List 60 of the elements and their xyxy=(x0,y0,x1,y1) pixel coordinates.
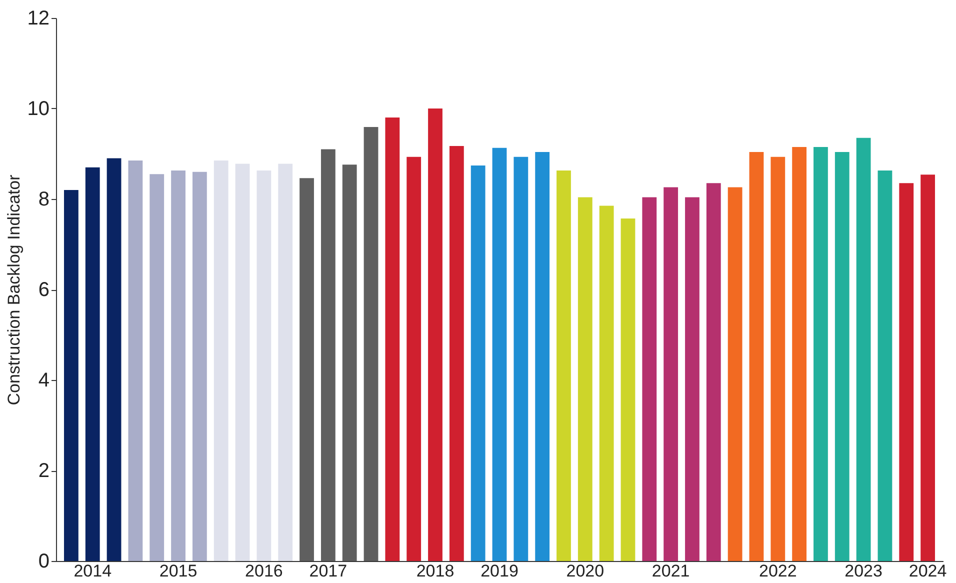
x-tick-label: 2017 xyxy=(309,562,348,580)
x-tick-label: 2014 xyxy=(74,562,112,580)
y-tick-label: 4 xyxy=(38,370,50,392)
bar xyxy=(235,164,250,561)
bar xyxy=(192,172,207,561)
x-tick-label: 2020 xyxy=(566,562,604,580)
bar xyxy=(150,174,164,561)
x-tick-label: 2022 xyxy=(758,562,797,580)
bar xyxy=(320,149,336,561)
y-tick-label: 2 xyxy=(38,460,50,482)
x-tick-label: 2021 xyxy=(652,562,690,580)
x-tick-label: 2023 xyxy=(844,562,882,580)
bar xyxy=(128,160,143,561)
bar xyxy=(278,164,293,561)
bar xyxy=(85,167,100,561)
x-tick-label: 2018 xyxy=(416,562,454,580)
bar xyxy=(834,152,850,561)
bar xyxy=(792,146,807,561)
bar xyxy=(342,164,357,561)
bar xyxy=(706,183,721,561)
bar xyxy=(685,197,700,561)
bar xyxy=(578,197,592,561)
bar xyxy=(492,148,507,561)
bar xyxy=(449,146,464,561)
x-tick-label: 2019 xyxy=(480,562,518,580)
bar xyxy=(428,108,442,561)
bar xyxy=(406,156,422,561)
bar xyxy=(256,170,272,561)
y-tick-label: 12 xyxy=(27,8,50,30)
bar xyxy=(385,118,400,561)
bar xyxy=(899,183,914,561)
bar xyxy=(470,166,486,561)
y-tick-label: 0 xyxy=(38,550,50,572)
bar xyxy=(514,156,528,561)
bar xyxy=(599,206,614,561)
bar xyxy=(300,178,314,561)
bar xyxy=(364,127,378,561)
bar xyxy=(728,187,742,561)
bar xyxy=(535,152,550,561)
bar xyxy=(878,170,892,561)
bar xyxy=(556,170,571,561)
bar xyxy=(664,187,678,561)
bar xyxy=(770,156,786,561)
x-tick-label: 2015 xyxy=(159,562,198,580)
y-tick-label: 6 xyxy=(38,279,50,301)
bar xyxy=(64,190,78,561)
bar xyxy=(642,197,657,561)
x-tick-label: 2016 xyxy=(245,562,283,580)
bar xyxy=(749,152,764,561)
y-tick-label: 10 xyxy=(27,98,50,120)
bar xyxy=(171,170,186,561)
bar xyxy=(106,158,122,561)
bar xyxy=(620,218,636,561)
x-tick-label: 2024 xyxy=(908,562,947,580)
bar xyxy=(214,160,228,561)
bar xyxy=(814,146,828,561)
bar xyxy=(856,138,871,561)
y-tick-label: 8 xyxy=(38,188,50,210)
bar xyxy=(920,174,935,561)
y-axis-title: Construction Backlog Indicator xyxy=(4,174,24,406)
